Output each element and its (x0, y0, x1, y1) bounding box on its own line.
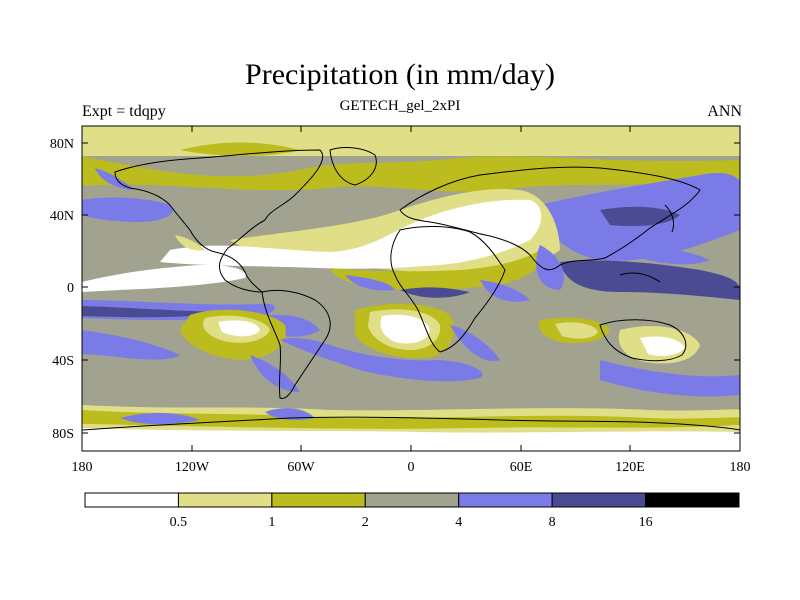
coast-indonesia (619, 272, 661, 283)
colorbar-swatch (177, 492, 273, 508)
map-subtitle: GETECH_gel_2xPI (339, 98, 461, 114)
colorbar-swatch (645, 492, 740, 508)
field-warm-pool (560, 260, 740, 300)
colorbar-swatch (551, 492, 647, 508)
lon-label: 120E (615, 460, 645, 475)
field-atlantic-itcz (345, 275, 395, 291)
field-s-atlantic-dry (380, 314, 430, 344)
colorbar-swatch (84, 492, 179, 508)
colorbar-label: 8 (549, 515, 556, 530)
field-s-indian-storm (600, 360, 740, 397)
colorbar-swatch (364, 492, 460, 508)
lon-label: 180 (72, 460, 93, 475)
coast-north-america (114, 149, 323, 293)
field-india-monsoon (536, 245, 564, 290)
field-sahel-olive (330, 250, 542, 290)
coast-antarctica (82, 416, 740, 431)
colorbar: 0.5 1 2 4 8 16 (84, 492, 740, 530)
lon-axis: 180 120W 60W 0 60E 120E 180 (72, 126, 751, 475)
field-e-pacific-dry (82, 264, 246, 292)
coast-greenland (329, 147, 377, 186)
field-alaska-band (95, 168, 135, 190)
colorbar-label: 16 (639, 515, 653, 530)
lon-label: 60E (510, 460, 533, 475)
field-central-africa-heavy (400, 287, 470, 298)
field-patagonia-wet (250, 355, 300, 392)
field-indian-ocean-wet (480, 280, 530, 302)
experiment-label: Expt = tdqpy (82, 103, 166, 120)
coast-south-america (261, 289, 331, 399)
field-arctic-edge (82, 126, 740, 156)
colorbar-swatch (458, 492, 553, 508)
map-title: Precipitation (in mm/day) (245, 58, 555, 91)
colorbar-label: 2 (362, 515, 369, 530)
field-s-atlantic-storm (280, 337, 483, 382)
field-antarctic-olive (82, 410, 740, 429)
coast-eurasia (399, 166, 701, 271)
season-label: ANN (707, 103, 742, 120)
field-phil-sea-wet (620, 248, 710, 265)
field-north-olive (82, 156, 740, 192)
field-baja (175, 235, 205, 251)
colorbar-label: 0.5 (170, 515, 188, 530)
colorbar-label: 1 (268, 515, 275, 530)
lat-label: 0 (67, 281, 74, 296)
field-pacific-storm (82, 197, 174, 222)
field-se-pacific-dry (218, 320, 260, 337)
coast-japan (664, 204, 675, 233)
lon-label: 120W (175, 460, 210, 475)
coast-africa (390, 225, 506, 353)
field-sahara-dry (160, 199, 542, 269)
lat-label: 80N (50, 137, 74, 152)
lat-label: 40N (50, 209, 74, 224)
field-antarctic-dry (82, 428, 740, 451)
field-s-indian-light (555, 322, 598, 339)
field-madagascar-wet (450, 325, 500, 362)
coastlines (82, 147, 740, 431)
coast-australia (599, 319, 687, 362)
lat-label: 80S (52, 427, 74, 442)
lon-label: 0 (408, 460, 415, 475)
field-australia-dry (640, 336, 685, 356)
colorbar-label: 4 (455, 515, 462, 530)
lat-label: 40S (52, 354, 74, 369)
lat-axis: 80N 40N 0 40S 80S (50, 137, 740, 442)
colorbar-swatch (271, 492, 366, 508)
lon-label: 60W (287, 460, 315, 475)
lon-label: 180 (730, 460, 751, 475)
precip-field (82, 126, 740, 451)
field-antarctic-blue-patch (120, 412, 200, 425)
field-s-pacific-storm-west (82, 330, 180, 360)
field-peninsula-blue (265, 408, 315, 420)
